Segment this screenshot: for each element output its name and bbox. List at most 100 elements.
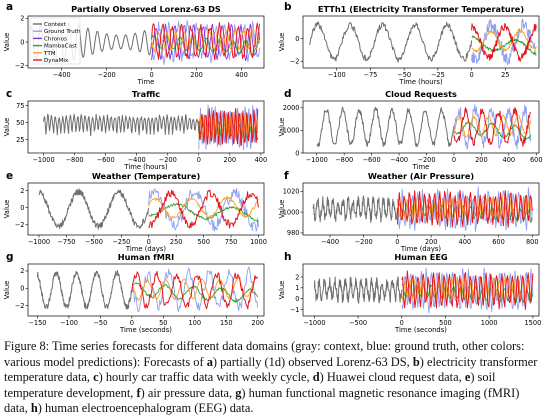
legend-entry: TTM [43,51,56,57]
caption-ref-e: e [464,370,471,385]
x-tick-label: 250 [170,238,183,246]
mambacast-series [131,282,259,303]
x-tick-label: 500 [197,238,210,246]
ttm-series [131,276,258,301]
panel-title: Human EEG [394,252,448,262]
dynamix-series [401,270,534,310]
x-tick-label: 0 [147,238,151,246]
y-tick-label: −1 [290,306,300,314]
legend-entry: Context [44,22,67,28]
y-tick-label: 2 [295,273,299,281]
panel-b: b ETTh1 (Electricity Transformer Temperat… [278,1,540,86]
x-tick-label: −50 [397,71,411,79]
y-tick-label: 1000 [283,127,300,135]
forecast-figure: a Partially Observed Lorenz-63 DS−400 −200… [3,1,543,334]
y-tick-label: 0 [295,35,299,43]
x-tick-label: 0 [395,238,399,246]
x-tick-label: 0 [452,156,456,164]
context-series [36,269,133,310]
panel-letter: f [284,170,289,182]
x-tick-label: −250 [112,238,130,246]
caption-ref-g: g [235,385,242,400]
ttm-series [453,114,532,138]
x-tick-label: −75 [363,71,377,79]
y-tick-label: 0 [20,204,24,212]
x-tick-label: 25 [501,71,509,79]
axes-frame [302,100,540,154]
plot-area [312,186,533,232]
x-tick-label: −50 [93,319,107,327]
x-tick-label: −400 [53,71,71,79]
x-tick-label: 1500 [524,319,541,327]
x-tick-label: 600 [492,238,505,246]
y-tick-label: 0 [20,38,24,46]
plot-area [43,104,259,151]
x-tick-label: 200 [190,71,203,79]
y-axis-label: Value [278,118,286,137]
ttm-series [148,195,259,220]
x-tick-label: −200 [417,156,435,164]
axes-frame [302,263,540,317]
x-axis-label: Time [412,163,430,171]
caption-text: ) electricity transformer temperature da… [4,354,538,385]
axes-frame [302,182,540,236]
chronos-series [151,23,260,62]
caption-ref-f: f [136,385,141,400]
x-tick-label: 200 [425,238,438,246]
y-tick-label: −2 [15,221,25,229]
x-tick-label: −400 [390,156,408,164]
x-axis-label: Time (hours) [398,78,443,86]
context-series [313,276,403,304]
x-axis-label: Time (seconds) [119,326,172,334]
caption-text: ) partially (1d) observed Lorenz-63 DS, [212,354,413,369]
y-tick-label: 2 [20,267,24,275]
caption-ref-b: b [412,354,420,369]
panel-letter: e [6,170,13,182]
y-tick-label: −2 [15,62,25,70]
x-tick-label: 50 [159,319,167,327]
x-axis-label: Time (seconds) [394,326,447,334]
legend-entry: MambaCast [44,44,78,50]
context-series [38,188,150,230]
panel-g: g Human fMRI −150 −100 −50 0 50 100 150 200 −2 0 2 Ti… [3,251,265,334]
caption-text: ) soil temperature development, [4,370,496,400]
ground-truth-series [131,266,259,313]
y-tick-label: 2 [20,15,24,23]
ttm-series [198,114,259,138]
context-series [316,106,455,148]
x-tick-label: −500 [85,238,103,246]
legend-entry: Chronos [44,36,67,42]
dynamix-series [131,270,259,310]
plot-area [38,187,259,232]
caption-text: ) human electroencephalogram (EEG) data. [37,401,254,416]
x-tick-label: −200 [159,156,177,164]
panel-c: c Traffic −1000 −800 −600 −400 −200 0 200 400 25 50… [3,88,267,171]
x-tick-label: −600 [97,156,115,164]
y-tick-label: 50 [16,119,24,127]
dynamix-series [471,23,537,62]
y-tick-label: 0 [295,295,299,303]
panel-letter: a [6,1,13,13]
x-tick-label: 0 [197,156,201,164]
legend-entry: Ground Truth [44,29,81,35]
panel-e: e Weather (Temperature)−1000 −750 −500 −250 0… [3,170,267,253]
panel-h: h Human EEG −1000 −500 0 500 1000 1500 −1 0 1 2 Time… [278,251,541,334]
panel-title: Weather (Temperature) [92,171,201,181]
x-tick-label: 400 [459,238,472,246]
panel-title: Human fMRI [118,252,174,262]
caption-text: ) air pressure data, [140,385,236,400]
y-tick-label: 0 [20,285,24,293]
panel-f: f Weather (Air Pressure) −400 −200 0 200 400 60… [278,170,540,253]
y-tick-label: 0 [295,149,299,157]
dynamix-series [396,189,533,228]
caption-text: ) Huawei cloud request data, [319,370,465,385]
x-tick-label: 100 [188,319,201,327]
panel-title: Traffic [132,89,160,99]
panel-d: d Cloud Requests −1000 −800 −600 −400 −200 0 200… [278,88,543,171]
x-tick-label: −750 [57,238,75,246]
plot-area [36,266,259,313]
y-axis-label: Value [278,33,286,52]
plot-area [313,267,534,314]
x-axis-label: Time [137,78,155,86]
